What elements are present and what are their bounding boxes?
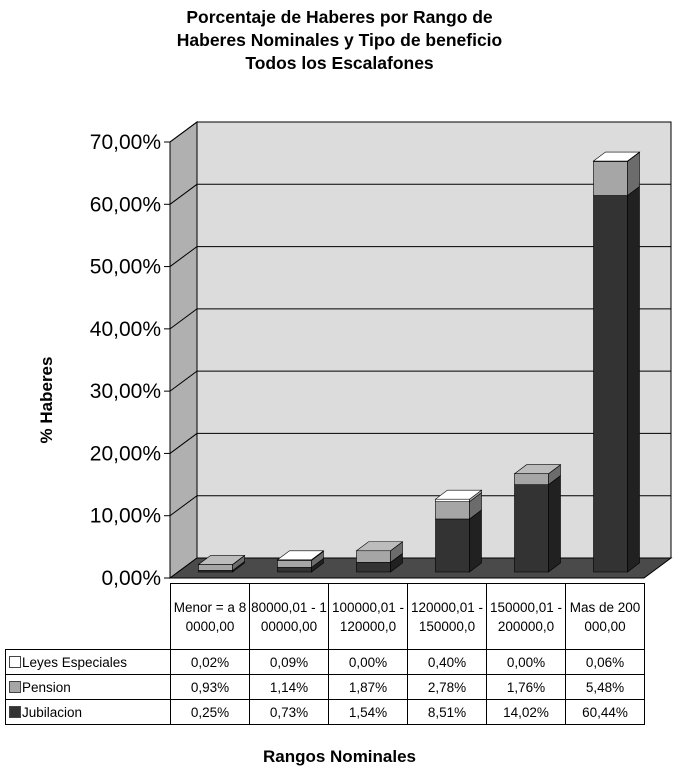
bar-segment	[435, 498, 470, 502]
data-table: Menor = a 80000,00 80000,01 - 100000,00 …	[5, 583, 645, 725]
bar-segment	[356, 562, 391, 573]
series-name: Jubilacion	[22, 704, 83, 720]
y-tick-label: 70,00%	[90, 131, 161, 154]
bar-segment	[514, 473, 549, 485]
side-wall	[169, 121, 198, 579]
y-tick-label: 0,00%	[101, 567, 161, 590]
bar-segment	[593, 195, 628, 573]
category-row: Menor = a 80000,00 80000,01 - 100000,00 …	[6, 583, 645, 650]
y-tick-label: 30,00%	[90, 380, 161, 403]
bar-top	[434, 489, 483, 500]
table-row-pension: Pension 0,93% 1,14% 1,87% 2,78% 1,76% 5,…	[5, 674, 645, 700]
data-label: 0,40%	[407, 649, 487, 675]
bar-top	[197, 555, 246, 565]
gridline	[169, 495, 671, 517]
legend-swatch	[9, 680, 21, 693]
y-tick-label: 50,00%	[90, 256, 161, 279]
data-label: 0,09%	[249, 649, 329, 675]
data-label: 1,14%	[249, 674, 329, 700]
data-label: 1,76%	[486, 674, 566, 700]
bar-segment	[435, 501, 470, 520]
bar-segment	[356, 550, 391, 563]
bar-segment	[198, 564, 233, 571]
data-label: 0,02%	[170, 649, 250, 675]
chart-title: Porcentaje de Haberes por Rango de Haber…	[0, 6, 679, 75]
bar-segment	[277, 560, 312, 568]
data-label: 0,25%	[170, 699, 250, 725]
series-name: Pension	[22, 679, 71, 695]
data-label: 1,54%	[328, 699, 408, 725]
bar-top	[513, 464, 562, 475]
bar-segment-side	[469, 509, 482, 573]
gridline	[169, 183, 671, 205]
data-label: 0,73%	[249, 699, 329, 725]
data-label: 2,78%	[407, 674, 487, 700]
data-label: 0,00%	[486, 649, 566, 675]
legend-entry-jubilacion: Jubilacion	[5, 699, 171, 725]
chart-title-line: Porcentaje de Haberes por Rango de	[186, 7, 493, 27]
data-label: 60,44%	[565, 699, 645, 725]
table-row-jubilacion: Jubilacion 0,25% 0,73% 1,54% 8,51% 14,02…	[5, 699, 645, 725]
y-tick-label: 60,00%	[90, 193, 161, 216]
table-row-leyes-especiales: Leyes Especiales 0,02% 0,09% 0,00% 0,40%…	[5, 649, 645, 675]
bar-top	[355, 541, 404, 552]
data-label: 1,87%	[328, 674, 408, 700]
legend-entry-leyes-especiales: Leyes Especiales	[5, 649, 171, 675]
gridline	[169, 246, 671, 267]
data-label: 8,51%	[407, 699, 487, 725]
legend-entry-pension: Pension	[5, 674, 171, 700]
data-label: 5,48%	[565, 674, 645, 700]
bar-segment	[514, 484, 549, 573]
category-label: Menor = a 80000,00	[170, 583, 250, 650]
data-label: 0,06%	[565, 649, 645, 675]
bar-top	[592, 151, 641, 162]
chart-plot: 0,00% 10,00% 20,00% 30,00% 40,00% 50,00% 60,00…	[37, 121, 673, 590]
bar-segment-side	[548, 475, 561, 573]
legend-swatch	[9, 705, 21, 718]
bar-segment-side	[627, 185, 640, 573]
y-tick-label: 10,00%	[90, 505, 161, 528]
x-axis-label: Rangos Nominales	[262, 747, 417, 766]
chart-title-line: Haberes Nominales y Tipo de beneficio	[176, 30, 503, 50]
chart-title-line: Todos los Escalafones	[245, 53, 434, 73]
table-corner	[6, 584, 171, 650]
category-label: 150000,01 - 200000,0	[486, 583, 566, 650]
data-label: 0,93%	[170, 674, 250, 700]
gridline	[169, 308, 671, 330]
data-label: 0,00%	[328, 649, 408, 675]
category-label: 80000,01 - 100000,00	[249, 583, 329, 650]
bar-segment	[435, 518, 470, 573]
bar-top	[276, 550, 325, 561]
category-label: 100000,01 - 120000,0	[328, 583, 408, 650]
y-tick-label: 40,00%	[90, 318, 161, 341]
y-axis-label: % Haberes	[37, 357, 56, 444]
bar-segment	[593, 161, 628, 196]
legend-swatch	[9, 655, 21, 668]
category-label: 120000,01 - 150000,0	[407, 583, 487, 650]
y-tick-label: 20,00%	[90, 442, 161, 465]
gridline	[169, 370, 671, 392]
category-label: Mas de 200000,00	[565, 583, 645, 650]
data-label: 14,02%	[486, 699, 566, 725]
gridline	[169, 432, 671, 454]
bar-segment	[277, 567, 312, 573]
gridline	[169, 121, 671, 143]
series-name: Leyes Especiales	[22, 654, 128, 670]
